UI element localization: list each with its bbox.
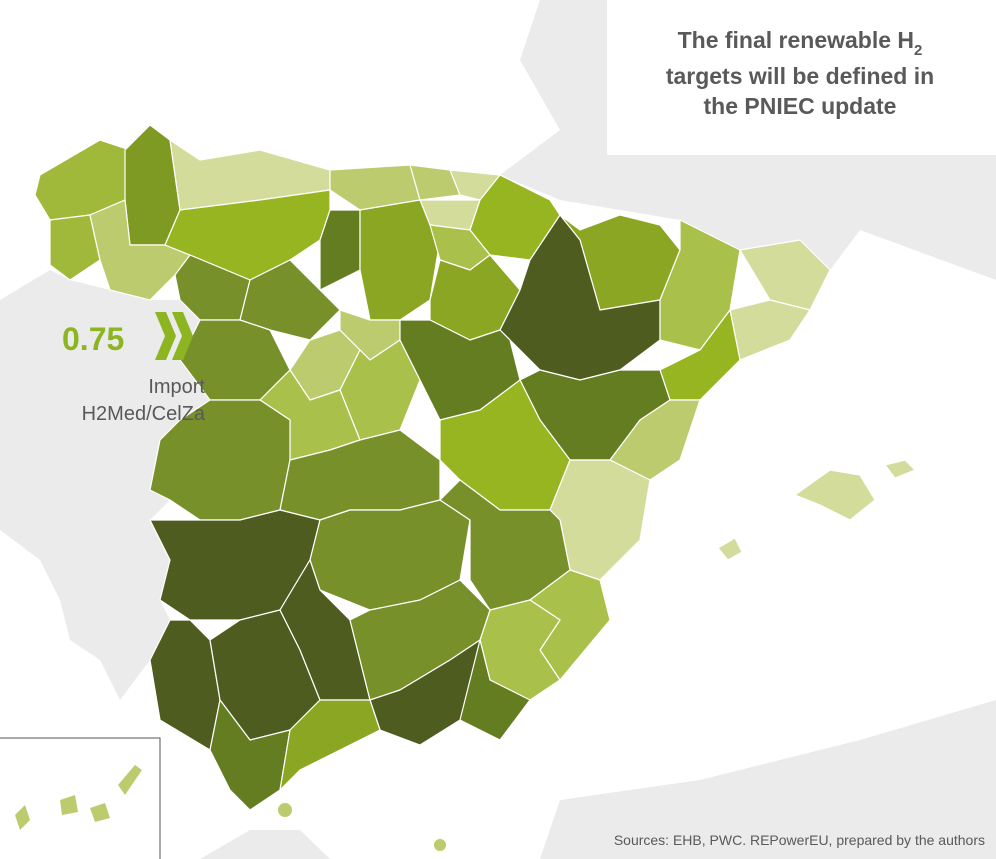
import-value: 0.75 bbox=[62, 321, 124, 357]
callout-text: The final renewable H bbox=[678, 27, 914, 53]
callout-subscript: 2 bbox=[914, 42, 922, 59]
melilla bbox=[434, 839, 446, 851]
callout-line: targets will be defined in bbox=[666, 63, 934, 89]
page: The final renewable H2 targets will be d… bbox=[0, 0, 996, 859]
source: Sources: EHB, PWC. REPowerEU, prepared b… bbox=[614, 832, 985, 848]
map: The final renewable H2 targets will be d… bbox=[0, 0, 996, 859]
import-label: Import bbox=[148, 376, 205, 398]
callout-line: the PNIEC update bbox=[704, 93, 897, 119]
import-label: H2Med/CelZa bbox=[82, 403, 206, 425]
ceuta bbox=[278, 803, 292, 817]
